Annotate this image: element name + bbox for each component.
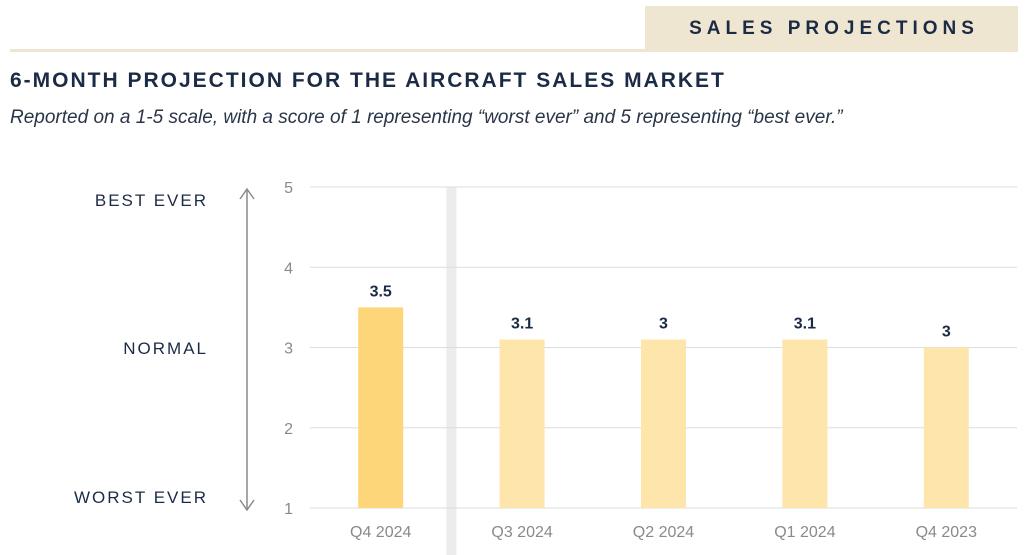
data-label-q2-2024: 3 <box>659 315 668 332</box>
data-label-q3-2024: 3.1 <box>511 315 533 332</box>
scale-label-normal: NORMAL <box>123 339 208 358</box>
x-category-label-q4-2024: Q4 2024 <box>350 524 411 541</box>
scale-label-best: BEST EVER <box>94 191 208 210</box>
chart-subtitle: Reported on a 1-5 scale, with a score of… <box>10 107 843 128</box>
y-tick-label-2: 2 <box>284 421 293 438</box>
data-label-q4-2023: 3 <box>942 324 951 341</box>
y-tick-label-3: 3 <box>284 341 293 358</box>
section-tag: SALES PROJECTIONS <box>645 6 1018 52</box>
scale-arrow-down-head <box>239 499 255 512</box>
x-category-label-q2-2024: Q2 2024 <box>633 524 694 541</box>
bar-q4-2023 <box>923 347 969 508</box>
data-label-q4-2024: 3.5 <box>370 283 392 300</box>
scale-label-worst: WORST EVER <box>74 488 208 507</box>
bar-q3-2024 <box>499 339 545 508</box>
scale-arrow-up-head <box>239 187 255 200</box>
bar-q4-2024 <box>358 307 404 508</box>
header-rule <box>10 49 1018 52</box>
x-category-label-q4-2023: Q4 2023 <box>916 524 977 541</box>
y-tick-label-1: 1 <box>284 501 293 518</box>
section-tag-label: SALES PROJECTIONS <box>689 18 979 39</box>
chart-title: 6-MONTH PROJECTION FOR THE AIRCRAFT SALE… <box>10 69 726 92</box>
bar-q1-2024 <box>782 339 828 508</box>
category-separator <box>446 187 457 555</box>
x-category-label-q1-2024: Q1 2024 <box>774 524 835 541</box>
y-tick-label-4: 4 <box>284 260 293 277</box>
bar-q2-2024 <box>641 339 686 508</box>
x-category-label-q3-2024: Q3 2024 <box>491 524 552 541</box>
y-tick-label-5: 5 <box>284 180 293 197</box>
data-label-q1-2024: 3.1 <box>794 315 816 332</box>
